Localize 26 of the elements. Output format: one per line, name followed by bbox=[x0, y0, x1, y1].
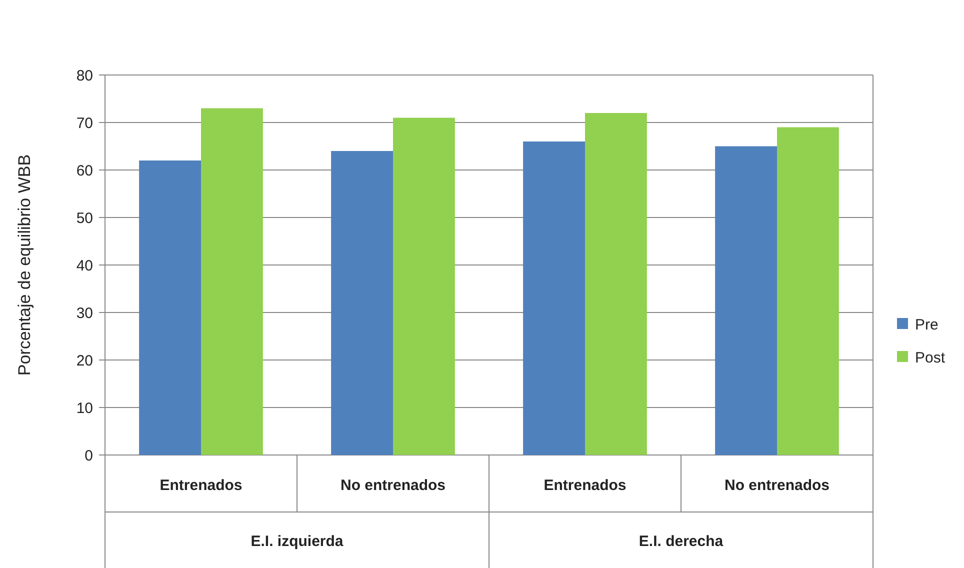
y-tick-label: 30 bbox=[76, 304, 93, 322]
y-tick-label: 10 bbox=[76, 400, 93, 417]
text: E.I. derecha bbox=[638, 533, 724, 550]
y-tick-label: 70 bbox=[76, 114, 93, 132]
y-tick-label: 0 bbox=[84, 447, 93, 464]
x-tick-label: No entrenados bbox=[340, 477, 446, 494]
bar bbox=[777, 127, 839, 455]
y-tick-label: 20 bbox=[76, 352, 93, 370]
bar bbox=[331, 151, 393, 455]
y-axis-title: Porcentaje de equilibrio WBB bbox=[15, 154, 34, 376]
y-tick-label: 50 bbox=[76, 210, 93, 227]
y-tick-label: 60 bbox=[76, 162, 93, 180]
x-tick-label: Entrenados bbox=[544, 477, 626, 494]
legend-label: Post bbox=[915, 349, 946, 366]
bar bbox=[393, 118, 455, 455]
bar bbox=[201, 108, 263, 455]
bar bbox=[523, 142, 585, 455]
x-tick-label: Entrenados bbox=[160, 477, 242, 494]
bar bbox=[585, 113, 647, 455]
bar bbox=[715, 146, 777, 455]
legend-label: Pre bbox=[915, 316, 938, 334]
text: E.I. izquierda bbox=[250, 533, 344, 550]
bar bbox=[139, 160, 201, 455]
y-tick-label: 80 bbox=[76, 67, 93, 84]
y-tick-label: 40 bbox=[76, 257, 93, 274]
x-tick-label: No entrenados bbox=[724, 477, 830, 494]
